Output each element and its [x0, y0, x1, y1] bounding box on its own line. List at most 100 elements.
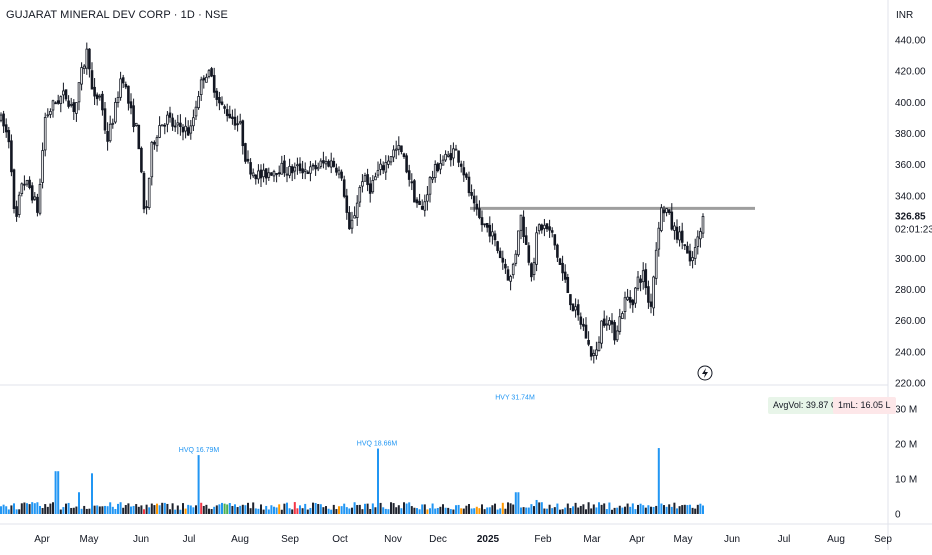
volume-bar	[278, 504, 281, 514]
candle-body	[634, 287, 637, 304]
volume-bar	[265, 505, 268, 514]
candle-body	[639, 278, 642, 283]
volume-bar	[18, 509, 21, 514]
candle-body	[275, 173, 278, 175]
volume-bar	[192, 507, 195, 514]
candle-body	[184, 125, 187, 132]
volume-bar	[639, 503, 642, 514]
volume-bar	[600, 504, 603, 514]
volume-bar	[158, 505, 161, 514]
volume-bar	[15, 509, 18, 514]
volume-bar	[184, 508, 187, 514]
candle-body	[43, 117, 47, 151]
price-tick-label: 280.00	[895, 285, 926, 296]
candle-body	[220, 101, 224, 105]
volume-bar	[613, 507, 616, 514]
candle-body	[631, 299, 635, 306]
volume-bar	[197, 455, 200, 514]
price-tick-label: 400.00	[895, 98, 926, 109]
volume-bar	[556, 503, 559, 514]
candle-body	[597, 341, 601, 352]
volume-bar	[447, 507, 450, 514]
volume-bar	[387, 509, 390, 514]
candle-body	[314, 164, 317, 170]
volume-bar	[135, 504, 138, 514]
candle-body	[38, 183, 42, 214]
volume-bar	[101, 506, 104, 514]
volume-bar	[694, 508, 697, 514]
candle-body	[17, 194, 21, 215]
candle-body	[363, 175, 367, 182]
volume-bar	[520, 507, 522, 514]
candle-body	[368, 183, 372, 194]
candle-body	[88, 48, 91, 70]
volume-bar	[148, 507, 151, 514]
volume-bar	[39, 505, 41, 514]
candle-body	[197, 96, 200, 109]
volume-bar	[522, 507, 525, 514]
volume-bar	[306, 509, 309, 514]
candle-body	[605, 323, 609, 326]
time-axis-label: Apr	[629, 534, 645, 545]
candle-body	[23, 183, 26, 186]
volume-bar	[611, 509, 613, 514]
candle-body	[686, 245, 689, 254]
candle-body	[303, 169, 307, 172]
volume-bar	[496, 509, 499, 514]
flash-icon[interactable]	[697, 365, 713, 381]
candle-body	[280, 162, 284, 175]
candle-body	[259, 169, 263, 179]
candle-body	[306, 171, 310, 175]
candle-body	[137, 124, 141, 150]
candle-body	[511, 263, 515, 276]
volume-bar	[436, 507, 439, 514]
volume-bar	[205, 504, 208, 514]
price-tick-label: 420.00	[895, 67, 926, 78]
volume-bar	[286, 502, 288, 514]
volume-bar	[410, 506, 413, 514]
candle-body	[189, 125, 193, 134]
candle-body	[465, 173, 468, 178]
volume-bar	[647, 505, 650, 514]
price-tick-label: 220.00	[895, 379, 926, 390]
volume-bar	[312, 502, 314, 514]
volume-bar	[83, 505, 86, 514]
volume-bar	[540, 502, 543, 514]
candle-body	[423, 201, 427, 211]
volume-bar	[590, 508, 593, 514]
candle-body	[584, 324, 588, 339]
time-axis-label: Aug	[231, 534, 249, 545]
volume-tick-label: 30 M	[895, 404, 917, 415]
one-ml-badge: 1mL: 16.05 L	[833, 397, 896, 414]
volume-tick-label: 0	[895, 510, 901, 521]
candle-body	[415, 199, 419, 204]
volume-bar	[267, 509, 270, 514]
volume-bar	[421, 504, 424, 514]
volume-bar	[137, 506, 140, 514]
volume-bar	[140, 505, 143, 514]
volume-bar	[65, 503, 67, 514]
volume-bar	[117, 503, 119, 514]
currency-label[interactable]: INR	[896, 10, 914, 21]
candle-body	[301, 168, 304, 174]
candle-body	[662, 209, 666, 214]
candle-body	[67, 100, 70, 107]
candle-body	[431, 177, 434, 180]
volume-bar	[283, 503, 286, 514]
volume-bar	[262, 509, 265, 514]
volume-bar	[104, 505, 106, 514]
candle-body	[478, 208, 481, 218]
candle-body	[62, 90, 65, 96]
volume-bar	[574, 502, 577, 514]
volume-bar	[2, 504, 5, 514]
volume-bar	[223, 503, 226, 514]
candle-body	[49, 110, 52, 115]
volume-bar	[62, 507, 65, 514]
volume-bar	[247, 502, 249, 514]
volume-bar	[59, 509, 62, 514]
volume-bar	[236, 507, 239, 514]
volume-bar	[577, 507, 580, 514]
candle-body	[657, 227, 661, 250]
